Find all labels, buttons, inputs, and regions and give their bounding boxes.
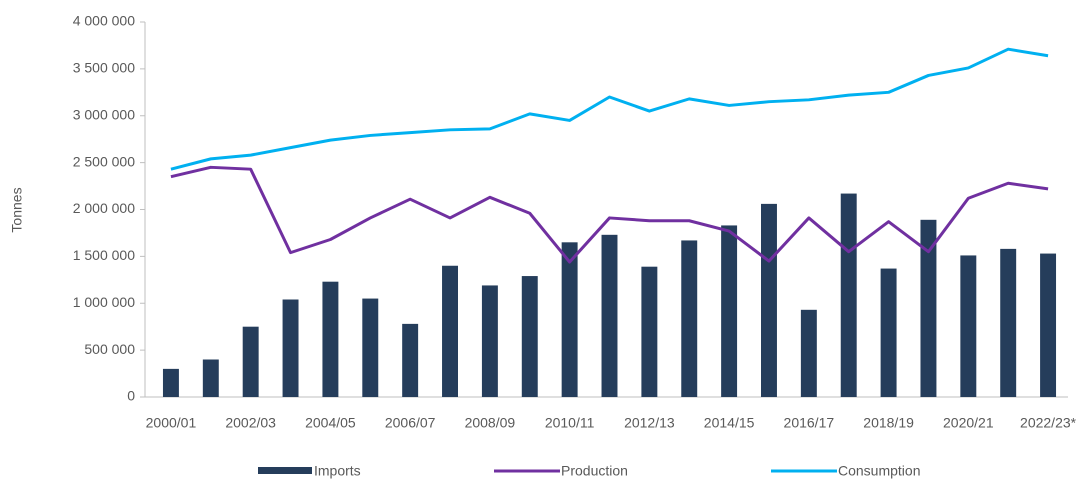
x-tick-label: 2010/11: [545, 415, 595, 431]
x-tick-label: 2002/03: [225, 415, 276, 431]
bar: [1040, 253, 1057, 397]
bar: [641, 266, 658, 397]
bar: [561, 242, 578, 397]
x-tick-label: 2000/01: [146, 415, 197, 431]
legend-swatch: [258, 467, 312, 474]
x-tick-label: 2014/15: [704, 415, 755, 431]
bar: [202, 359, 219, 397]
bar: [761, 203, 777, 397]
bar: [920, 219, 937, 397]
y-tick-label: 0: [127, 388, 135, 404]
bar: [800, 309, 817, 397]
bar: [402, 323, 419, 397]
x-tick-label: 2016/17: [784, 415, 835, 431]
line: [170, 47, 1049, 171]
x-tick-label: 2012/13: [624, 415, 675, 431]
y-axis-label: Tonnes: [9, 187, 25, 232]
bar: [840, 193, 857, 397]
bar: [521, 276, 538, 397]
line: [170, 165, 1049, 264]
bar: [880, 268, 897, 397]
bar: [362, 298, 379, 397]
bar: [601, 234, 618, 397]
y-tick-label: 1 500 000: [73, 247, 135, 263]
bar: [481, 285, 498, 397]
y-tick-label: 2 500 000: [73, 153, 135, 169]
x-tick-label: 2020/21: [943, 415, 994, 431]
bar: [1000, 248, 1017, 397]
legend-label: Consumption: [838, 463, 921, 479]
bar: [721, 225, 738, 397]
bar: [242, 326, 259, 397]
x-tick-label: 2004/05: [305, 415, 356, 431]
y-tick-label: 3 500 000: [73, 60, 135, 76]
bar: [442, 265, 458, 397]
legend-label: Imports: [314, 463, 361, 479]
y-tick-label: 2 000 000: [73, 200, 135, 216]
y-tick-label: 3 000 000: [73, 106, 135, 122]
x-tick-label: 2006/07: [385, 415, 436, 431]
bar: [282, 299, 299, 397]
y-tick-label: 500 000: [84, 341, 135, 357]
bar: [960, 255, 977, 397]
x-tick-label: 2022/23*: [1020, 415, 1077, 431]
x-tick-label: 2018/19: [863, 415, 914, 431]
bar: [322, 281, 339, 397]
y-tick-label: 1 000 000: [73, 294, 135, 310]
legend-label: Production: [561, 463, 628, 479]
y-tick-label: 4 000 000: [73, 13, 135, 29]
x-tick-label: 2008/09: [465, 415, 516, 431]
bar: [681, 240, 698, 397]
bar: [162, 368, 179, 397]
